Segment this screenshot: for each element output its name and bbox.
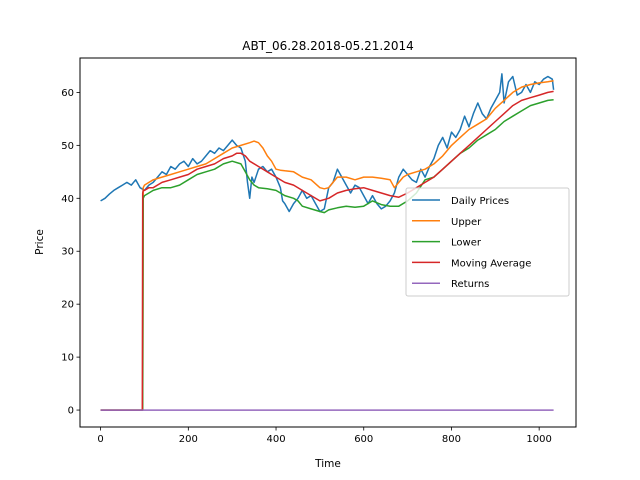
- y-axis: 0 10 20 30 40 50 60: [61, 88, 80, 417]
- x-tick-label: 1000: [526, 434, 551, 445]
- x-tick-label: 200: [179, 434, 198, 445]
- x-tick-label: 0: [97, 434, 103, 445]
- series-line-upper: [100, 80, 554, 411]
- legend-box: [405, 187, 570, 297]
- y-tick-label: 60: [61, 88, 74, 99]
- x-axis-label: Time: [314, 458, 341, 470]
- x-axis: 0 200 400 600 800 1000: [97, 427, 552, 445]
- y-tick-label: 30: [61, 247, 74, 258]
- x-tick-label: 400: [266, 434, 285, 445]
- plot-area: 0 200 400 600 800 1000 0 10 20 30 40 50 60: [61, 57, 577, 445]
- legend: Daily Prices Upper Lower Moving Average Retu…: [405, 187, 570, 297]
- legend-label: Lower: [451, 238, 482, 249]
- x-tick-label: 600: [354, 434, 373, 445]
- y-tick-label: 10: [61, 353, 74, 364]
- y-tick-label: 0: [68, 406, 74, 417]
- y-tick-label: 20: [61, 300, 74, 311]
- x-tick-label: 800: [442, 434, 461, 445]
- series-line-daily-prices: [100, 73, 555, 213]
- series-line-lower: [100, 99, 554, 411]
- plot-frame: [79, 57, 577, 428]
- legend-label: Daily Prices: [451, 196, 509, 207]
- legend-label: Moving Average: [451, 258, 531, 269]
- series-line-moving-average: [100, 90, 554, 411]
- series-lines: [100, 73, 555, 411]
- y-tick-label: 50: [61, 141, 74, 152]
- legend-label: Upper: [451, 217, 482, 228]
- chart-title: ABT_06.28.2018-05.21.2014: [242, 39, 414, 53]
- legend-label: Returns: [451, 279, 489, 290]
- y-tick-label: 40: [61, 194, 74, 205]
- y-axis-label: Price: [34, 229, 46, 255]
